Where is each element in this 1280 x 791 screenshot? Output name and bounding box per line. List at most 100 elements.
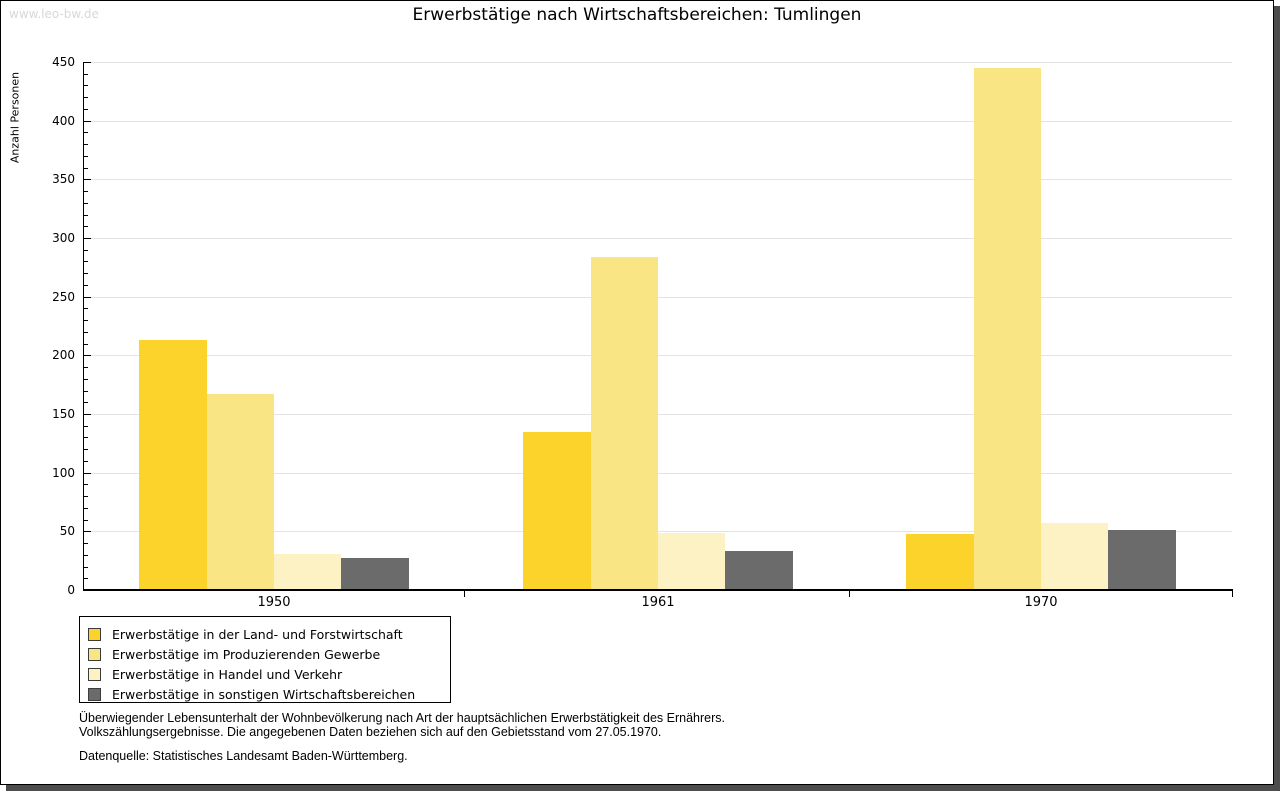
y-minor-tick: [84, 554, 88, 556]
gridline: [84, 531, 1232, 533]
y-minor-tick: [84, 167, 88, 169]
x-tick: [849, 591, 850, 597]
bar: [590, 256, 658, 590]
y-minor-tick: [84, 484, 88, 486]
bar: [341, 558, 409, 590]
legend-item: Erwerbstätige in Handel und Verkehr: [80, 664, 450, 684]
y-minor-tick: [84, 566, 88, 568]
watermark: www.leo-bw.de: [9, 7, 99, 21]
gridline: [84, 179, 1232, 181]
y-minor-tick: [84, 226, 88, 228]
y-tick-label: 50: [59, 524, 75, 539]
y-minor-tick: [84, 132, 88, 134]
x-tick-label: 1970: [1024, 595, 1058, 610]
y-minor-tick: [84, 331, 88, 333]
legend-label: Erwerbstätige in Handel und Verkehr: [112, 666, 343, 682]
y-minor-tick: [84, 202, 88, 204]
bar: [906, 533, 974, 590]
y-minor-tick: [84, 273, 88, 275]
gridline: [84, 120, 1232, 122]
y-minor-tick: [84, 144, 88, 146]
y-minor-tick: [84, 97, 88, 99]
y-tick-label: 400: [52, 113, 75, 128]
legend-swatch: [88, 687, 101, 701]
y-major-tick: [84, 296, 91, 298]
gridline: [84, 472, 1232, 474]
y-minor-tick: [84, 578, 88, 580]
y-major-tick: [84, 414, 91, 415]
y-tick-label: 150: [52, 407, 75, 421]
y-minor-tick: [84, 308, 88, 310]
x-tick-label: 1961: [641, 595, 675, 610]
y-tick-label: 0: [67, 583, 75, 597]
legend-label: Erwerbstätige in der Land- und Forstwirt…: [112, 626, 403, 642]
y-major-tick: [84, 238, 91, 239]
y-minor-tick: [84, 249, 88, 251]
y-minor-tick: [84, 449, 88, 451]
bar: [973, 67, 1041, 590]
y-minor-tick: [84, 343, 88, 345]
footnote-line-1: Überwiegender Lebensunterhalt der Wohnbe…: [79, 711, 725, 725]
y-minor-tick: [84, 85, 88, 87]
bar: [658, 532, 726, 590]
y-axis-line: [83, 62, 84, 590]
y-minor-tick: [84, 261, 88, 263]
gridline: [84, 296, 1232, 298]
y-tick-label: 250: [52, 289, 75, 304]
legend-item: Erwerbstätige in der Land- und Forstwirt…: [80, 624, 450, 644]
y-major-tick: [84, 179, 91, 181]
y-tick-label: 300: [52, 231, 75, 245]
y-major-tick: [84, 62, 91, 63]
legend-item: Erwerbstätige im Produzierenden Gewerbe: [80, 644, 450, 664]
bar: [206, 394, 274, 590]
y-minor-tick: [84, 191, 88, 193]
footnote-source: Datenquelle: Statistisches Landesamt Bad…: [79, 749, 408, 763]
y-minor-tick: [84, 507, 88, 509]
y-tick-label: 450: [52, 55, 75, 69]
bar: [523, 431, 591, 590]
y-minor-tick: [84, 214, 88, 216]
y-minor-tick: [84, 437, 88, 439]
y-minor-tick: [84, 367, 88, 369]
bar: [725, 551, 793, 590]
y-minor-tick: [84, 460, 88, 462]
x-tick: [464, 591, 465, 597]
y-minor-tick: [84, 108, 88, 110]
y-minor-tick: [84, 320, 88, 322]
bar: [1108, 530, 1176, 590]
y-tick-label: 350: [52, 172, 75, 187]
legend-swatch: [88, 627, 101, 641]
bar: [139, 340, 207, 590]
x-tick-label: 1950: [257, 595, 291, 610]
y-minor-tick: [84, 402, 88, 404]
bar: [1041, 523, 1109, 590]
footnotes: Überwiegender Lebensunterhalt der Wohnbe…: [79, 711, 1179, 763]
y-major-tick: [84, 120, 91, 122]
y-tick-label: 200: [52, 348, 75, 363]
y-tick-label: 100: [52, 465, 75, 480]
y-major-tick: [84, 531, 91, 533]
x-tick: [1232, 591, 1233, 597]
y-major-tick: [84, 472, 91, 474]
y-minor-tick: [84, 496, 88, 498]
y-axis-title: Anzahl Personen: [8, 71, 22, 164]
chart-title: Erwerbstätige nach Wirtschaftsbereichen:…: [412, 5, 862, 25]
legend-item: Erwerbstätige in sonstigen Wirtschaftsbe…: [80, 684, 450, 704]
x-axis-line: [83, 589, 1233, 591]
gridline: [84, 62, 1232, 63]
legend-box: Erwerbstätige in der Land- und Forstwirt…: [79, 616, 451, 703]
y-minor-tick: [84, 155, 88, 157]
gridline: [84, 414, 1232, 415]
y-minor-tick: [84, 543, 88, 545]
y-minor-tick: [84, 378, 88, 380]
y-major-tick: [84, 355, 91, 357]
legend-label: Erwerbstätige im Produzierenden Gewerbe: [112, 646, 381, 662]
gridline: [84, 238, 1232, 239]
footnote-line-2: Volkszählungsergebnisse. Die angegebenen…: [79, 725, 662, 739]
y-minor-tick: [84, 425, 88, 427]
y-minor-tick: [84, 73, 88, 75]
legend-label: Erwerbstätige in sonstigen Wirtschaftsbe…: [112, 686, 416, 702]
gridline: [84, 355, 1232, 357]
